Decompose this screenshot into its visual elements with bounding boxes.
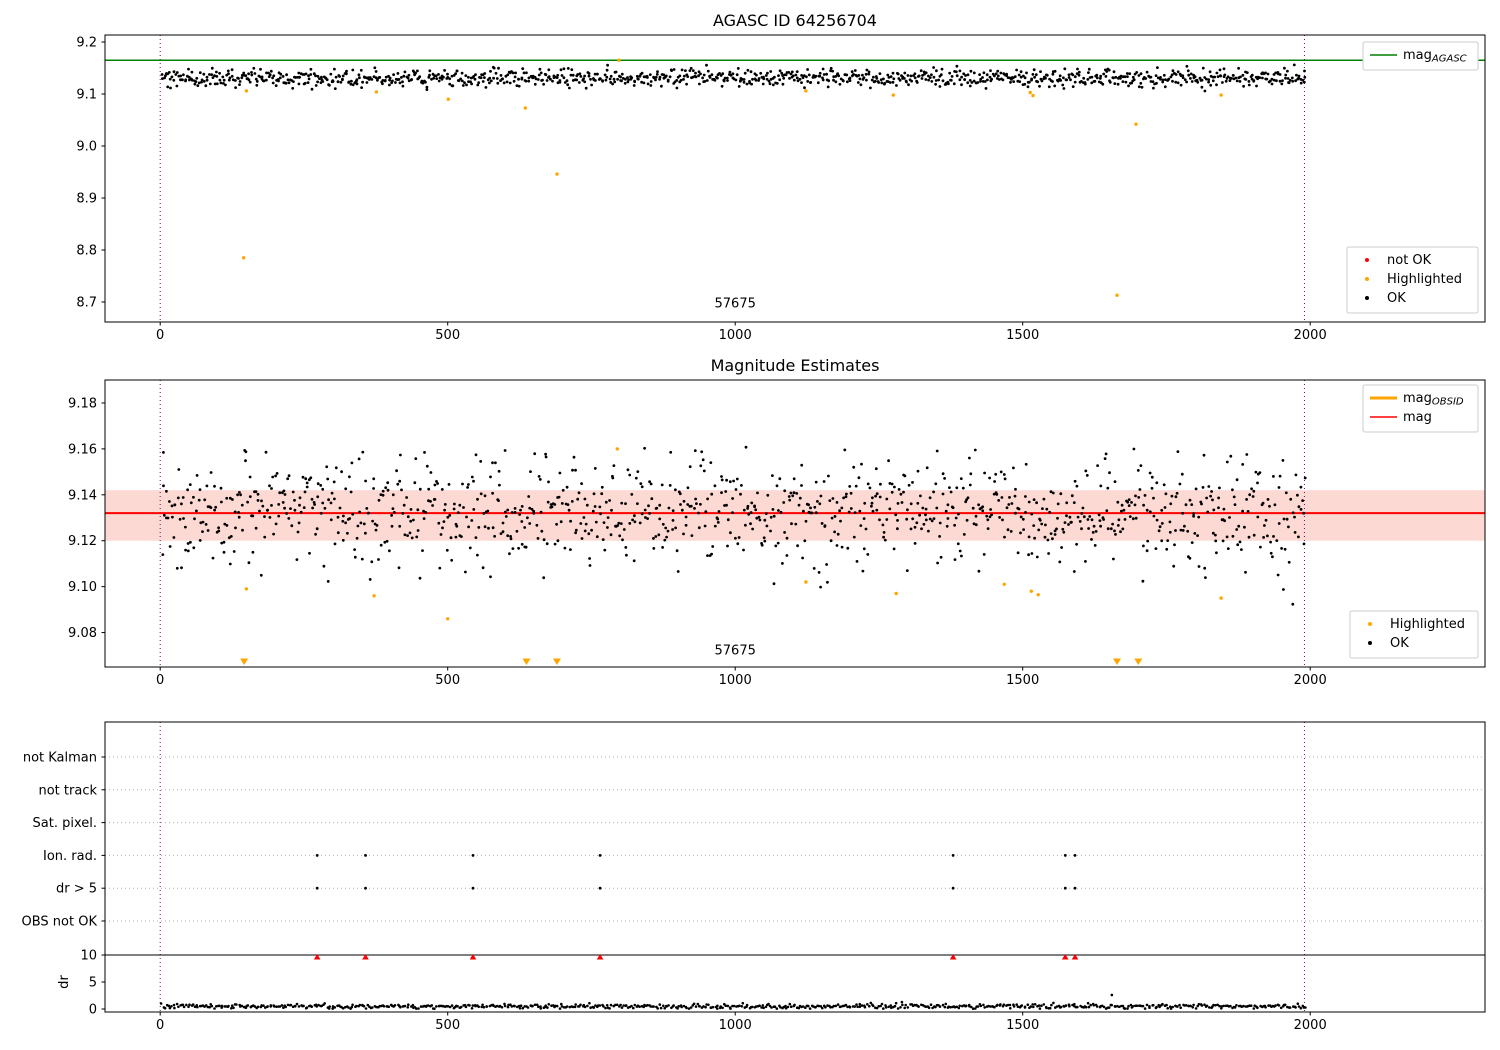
flag-event-dot bbox=[598, 854, 602, 857]
dr-tick-label: 10 bbox=[80, 949, 97, 964]
flag-event-dot bbox=[471, 854, 475, 857]
dr-over-threshold-marker bbox=[949, 954, 957, 960]
plot2-title: Magnitude Estimates bbox=[710, 356, 880, 375]
x-tick-label: 500 bbox=[435, 673, 460, 688]
flag-label: dr > 5 bbox=[56, 882, 97, 897]
marker-legend-box bbox=[1346, 246, 1479, 314]
y-tick-label: 8.7 bbox=[76, 295, 97, 310]
y-tick-label: 8.9 bbox=[76, 191, 97, 206]
x-tick-label: 500 bbox=[435, 1018, 460, 1033]
line-legend-box bbox=[1362, 41, 1479, 71]
flag-label: OBS not OK bbox=[22, 915, 98, 930]
y-tick-label: 9.18 bbox=[68, 396, 97, 411]
x-tick-label: 2000 bbox=[1294, 1018, 1327, 1033]
dr-scatter bbox=[159, 1000, 1307, 1010]
x-tick-label: 2000 bbox=[1294, 328, 1327, 343]
flag-label: Sat. pixel. bbox=[33, 816, 97, 831]
x-tick-label: 0 bbox=[156, 1018, 164, 1033]
y-tick-label: 9.2 bbox=[76, 36, 97, 51]
dr-over-threshold-marker bbox=[596, 954, 604, 960]
dr-over-threshold-marker bbox=[1061, 954, 1069, 960]
y-tick-label: 9.10 bbox=[68, 580, 97, 595]
x-tick-label: 0 bbox=[156, 328, 164, 343]
flag-label: not Kalman bbox=[23, 751, 97, 766]
marker-legend-sample bbox=[1365, 296, 1369, 300]
flag-event-dot bbox=[951, 886, 955, 890]
dr-axis-label: dr bbox=[57, 975, 72, 989]
dr-over-threshold-marker bbox=[313, 954, 321, 960]
flag-event-dot bbox=[598, 886, 602, 890]
highlighted-scatter bbox=[244, 447, 1223, 621]
x-tick-label: 500 bbox=[435, 328, 460, 343]
flag-event-dot bbox=[1073, 886, 1077, 890]
clipped-value-marker bbox=[522, 658, 531, 665]
x-tick-label: 2000 bbox=[1294, 673, 1327, 688]
x-tick-label: 1000 bbox=[719, 1018, 752, 1033]
y-tick-label: 9.08 bbox=[68, 626, 97, 641]
ok-scatter bbox=[160, 63, 1307, 93]
clipped-value-marker bbox=[240, 658, 249, 665]
marker-legend-label: Highlighted bbox=[1390, 617, 1465, 632]
marker-legend-box bbox=[1349, 610, 1479, 659]
dr-over-threshold-marker bbox=[469, 954, 477, 960]
x-tick-label: 1500 bbox=[1006, 1018, 1039, 1033]
clipped-value-marker bbox=[1113, 658, 1121, 665]
dr-tick-label: 0 bbox=[89, 1003, 97, 1018]
ok-scatter bbox=[161, 445, 1307, 606]
plot2: 57675 0 500 1000 1500 2000 9.18 9.16 9.14 9.12 9.1… bbox=[68, 379, 1486, 688]
clipped-value-marker bbox=[1134, 658, 1143, 665]
line-legend-label: magOBSID bbox=[1403, 391, 1464, 408]
obsid-annotation: 57675 bbox=[715, 297, 756, 312]
x-tick-label: 1500 bbox=[1006, 673, 1039, 688]
plot3-frame bbox=[104, 721, 1486, 1013]
flag-event-dot bbox=[315, 886, 319, 890]
flag-event-dot bbox=[1063, 886, 1067, 890]
flag-event-dot bbox=[951, 854, 955, 857]
flag-event-dot bbox=[315, 854, 319, 857]
dr-over-threshold-marker bbox=[1071, 954, 1079, 960]
highlighted-scatter bbox=[241, 58, 1223, 297]
marker-legend-sample bbox=[1365, 258, 1369, 262]
x-tick-label: 1500 bbox=[1006, 328, 1039, 343]
x-tick-label: 1000 bbox=[719, 673, 752, 688]
y-tick-label: 9.12 bbox=[68, 534, 97, 549]
flag-event-dot bbox=[364, 886, 367, 890]
plot1-frame bbox=[104, 34, 1486, 323]
marker-legend-label: OK bbox=[1387, 291, 1406, 306]
marker-legend-label: Highlighted bbox=[1387, 272, 1462, 287]
line-legend-label: magAGASC bbox=[1403, 48, 1467, 65]
y-tick-label: 8.8 bbox=[76, 243, 97, 258]
mag-uncertainty-band bbox=[105, 490, 1485, 541]
clipped-value-marker bbox=[552, 658, 561, 665]
plot3: not Kalman not track Sat. pixel. Ion. rad. d… bbox=[22, 721, 1486, 1033]
marker-legend-sample bbox=[1368, 641, 1372, 645]
dr-over-threshold-marker bbox=[362, 954, 369, 960]
marker-legend-sample bbox=[1365, 277, 1369, 281]
marker-legend-label: not OK bbox=[1387, 253, 1432, 268]
line-legend-label: mag bbox=[1403, 410, 1432, 425]
plot1: 57675 0 500 1000 1500 2000 9.2 9.1 9.0 8.9 8.8 8.7 m… bbox=[76, 34, 1486, 343]
dr-tick-label: 5 bbox=[89, 976, 97, 991]
obsid-annotation: 57675 bbox=[715, 643, 756, 658]
flag-event-dot bbox=[471, 886, 475, 890]
y-tick-label: 9.14 bbox=[68, 488, 97, 503]
x-tick-label: 0 bbox=[156, 673, 164, 688]
y-tick-label: 9.1 bbox=[76, 88, 97, 103]
dr-outlier bbox=[1110, 993, 1114, 997]
flag-event-dot bbox=[1073, 854, 1077, 857]
flag-event-dot bbox=[364, 854, 367, 857]
y-tick-label: 9.0 bbox=[76, 140, 97, 155]
flag-label: not track bbox=[38, 783, 97, 798]
marker-legend-sample bbox=[1368, 622, 1372, 626]
flag-label: Ion. rad. bbox=[43, 849, 97, 864]
plot1-title: AGASC ID 64256704 bbox=[713, 11, 877, 30]
flag-event-dot bbox=[1063, 854, 1067, 857]
y-tick-label: 9.16 bbox=[68, 442, 97, 457]
x-tick-label: 1000 bbox=[719, 328, 752, 343]
marker-legend-label: OK bbox=[1390, 636, 1409, 651]
plot2-frame bbox=[104, 379, 1486, 668]
